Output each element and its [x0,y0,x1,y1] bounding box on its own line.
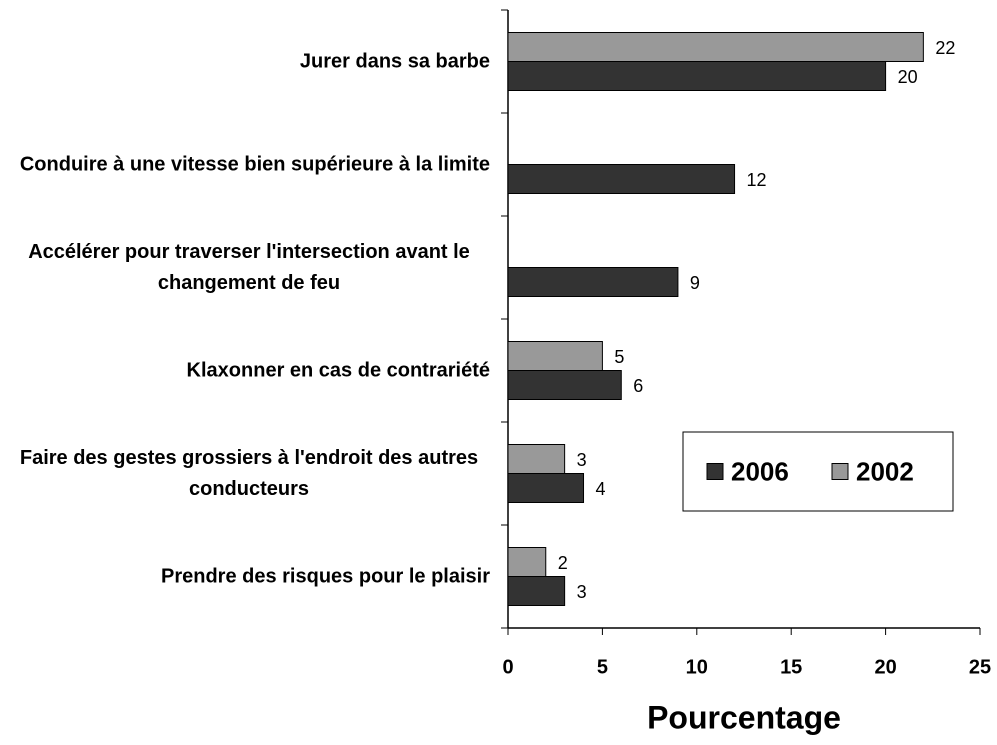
bar [507,32,924,62]
bar [507,473,585,503]
legend-label: 2002 [856,456,914,486]
x-tick-label: 15 [780,656,802,678]
x-tick-label: 5 [597,656,608,678]
bar [507,444,566,474]
category-label: Jurer dans sa barbe [0,46,490,77]
data-label: 6 [633,376,643,396]
legend-box [682,431,954,512]
bar [507,61,887,91]
category-text: Conduire à une vitesse bien supérieure à… [19,153,490,175]
data-label: 12 [747,170,767,190]
category-text: Faire des gestes grossiers à l'endroit d… [19,446,479,500]
x-tick-label: 20 [874,656,896,678]
bar [507,341,603,371]
category-label: Faire des gestes grossiers à l'endroit d… [0,443,490,505]
category-text: Accélérer pour traverser l'intersection … [28,240,470,294]
legend-swatch [831,463,849,480]
category-label: Prendre des risques pour le plaisir [0,561,490,592]
data-label: 22 [935,38,955,58]
legend-swatch [706,463,724,480]
x-tick-label: 0 [502,656,513,678]
data-label: 9 [690,273,700,293]
bar [507,370,622,400]
category-text: Jurer dans sa barbe [299,50,490,72]
data-label: 20 [898,67,918,87]
data-label: 5 [614,347,624,367]
x-axis-title: Pourcentage [647,699,841,735]
data-label: 4 [596,479,606,499]
x-tick-label: 10 [686,656,708,678]
x-tick-label: 25 [969,656,991,678]
data-label: 3 [577,450,587,470]
category-label: Accélérer pour traverser l'intersection … [0,237,490,299]
bar [507,576,566,606]
bar [507,267,679,297]
bar [507,547,547,577]
category-label: Conduire à une vitesse bien supérieure à… [0,149,490,180]
category-label: Klaxonner en cas de contrariété [0,355,490,386]
data-label: 2 [558,553,568,573]
category-text: Prendre des risques pour le plaisir [160,565,490,587]
category-text: Klaxonner en cas de contrariété [186,359,490,381]
data-label: 3 [577,582,587,602]
bar [507,164,736,194]
legend-label: 2006 [731,456,789,486]
